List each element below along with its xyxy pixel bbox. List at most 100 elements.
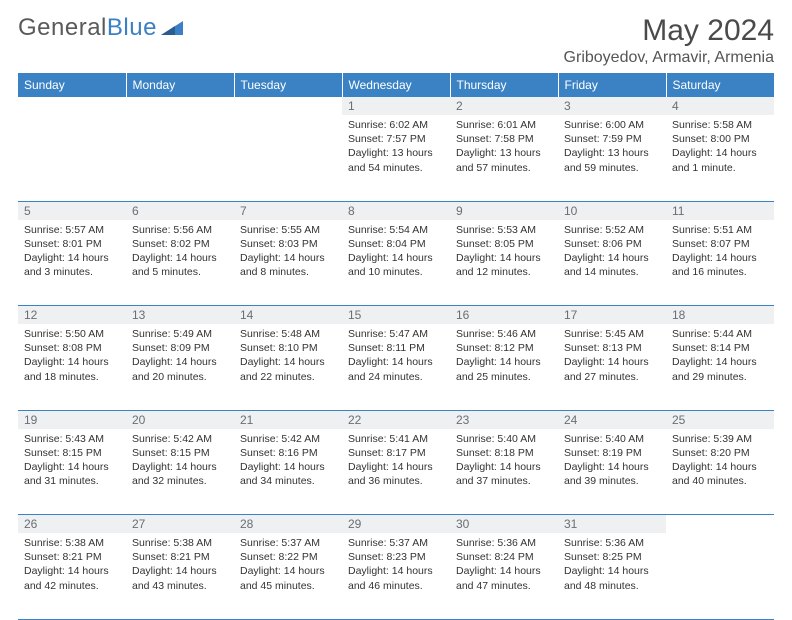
day-cell: Sunrise: 5:42 AMSunset: 8:16 PMDaylight:… [234,429,342,515]
logo-part1: General [18,14,107,41]
day-detail: Sunrise: 5:47 AMSunset: 8:11 PMDaylight:… [342,324,450,390]
day-number: 2 [450,97,558,115]
day-detail: Sunrise: 5:46 AMSunset: 8:12 PMDaylight:… [450,324,558,390]
day-cell: Sunrise: 5:58 AMSunset: 8:00 PMDaylight:… [666,115,774,201]
weekday-header: Sunday [18,73,126,97]
day-cell: Sunrise: 5:40 AMSunset: 8:18 PMDaylight:… [450,429,558,515]
calendar-table: SundayMondayTuesdayWednesdayThursdayFrid… [18,73,774,620]
day-cell: Sunrise: 5:38 AMSunset: 8:21 PMDaylight:… [126,533,234,619]
logo-triangle-icon [161,17,183,40]
day-number: 28 [234,515,342,534]
day-detail: Sunrise: 5:36 AMSunset: 8:24 PMDaylight:… [450,533,558,599]
day-detail: Sunrise: 5:38 AMSunset: 8:21 PMDaylight:… [18,533,126,599]
day-cell: Sunrise: 5:38 AMSunset: 8:21 PMDaylight:… [18,533,126,619]
day-detail: Sunrise: 5:44 AMSunset: 8:14 PMDaylight:… [666,324,774,390]
day-number: 26 [18,515,126,534]
day-cell: Sunrise: 5:56 AMSunset: 8:02 PMDaylight:… [126,220,234,306]
day-number: 10 [558,201,666,220]
weekday-header: Monday [126,73,234,97]
day-cell: Sunrise: 6:00 AMSunset: 7:59 PMDaylight:… [558,115,666,201]
day-number: 21 [234,410,342,429]
day-number: 29 [342,515,450,534]
day-number: 7 [234,201,342,220]
day-number [234,97,342,115]
day-cell: Sunrise: 5:54 AMSunset: 8:04 PMDaylight:… [342,220,450,306]
day-cell: Sunrise: 5:41 AMSunset: 8:17 PMDaylight:… [342,429,450,515]
day-number: 16 [450,306,558,325]
day-detail: Sunrise: 5:40 AMSunset: 8:19 PMDaylight:… [558,429,666,495]
day-number: 14 [234,306,342,325]
day-number-row: 567891011 [18,201,774,220]
day-cell: Sunrise: 5:39 AMSunset: 8:20 PMDaylight:… [666,429,774,515]
day-detail: Sunrise: 5:37 AMSunset: 8:22 PMDaylight:… [234,533,342,599]
day-cell: Sunrise: 5:47 AMSunset: 8:11 PMDaylight:… [342,324,450,410]
day-cell: Sunrise: 5:49 AMSunset: 8:09 PMDaylight:… [126,324,234,410]
day-number: 18 [666,306,774,325]
day-number: 4 [666,97,774,115]
day-cell: Sunrise: 5:55 AMSunset: 8:03 PMDaylight:… [234,220,342,306]
day-cell: Sunrise: 5:36 AMSunset: 8:25 PMDaylight:… [558,533,666,619]
day-number-row: 1234 [18,97,774,115]
day-detail: Sunrise: 5:42 AMSunset: 8:15 PMDaylight:… [126,429,234,495]
day-number: 19 [18,410,126,429]
day-detail: Sunrise: 5:48 AMSunset: 8:10 PMDaylight:… [234,324,342,390]
day-number: 22 [342,410,450,429]
day-cell [234,115,342,201]
day-number: 27 [126,515,234,534]
day-detail: Sunrise: 5:52 AMSunset: 8:06 PMDaylight:… [558,220,666,286]
day-detail: Sunrise: 5:57 AMSunset: 8:01 PMDaylight:… [18,220,126,286]
day-number: 15 [342,306,450,325]
day-cell: Sunrise: 5:40 AMSunset: 8:19 PMDaylight:… [558,429,666,515]
day-cell [18,115,126,201]
weekday-header: Friday [558,73,666,97]
day-content-row: Sunrise: 5:57 AMSunset: 8:01 PMDaylight:… [18,220,774,306]
weekday-header: Wednesday [342,73,450,97]
day-cell: Sunrise: 5:45 AMSunset: 8:13 PMDaylight:… [558,324,666,410]
day-number: 17 [558,306,666,325]
day-number: 9 [450,201,558,220]
day-cell [126,115,234,201]
day-cell: Sunrise: 5:44 AMSunset: 8:14 PMDaylight:… [666,324,774,410]
day-number [18,97,126,115]
day-detail: Sunrise: 5:56 AMSunset: 8:02 PMDaylight:… [126,220,234,286]
day-number: 8 [342,201,450,220]
day-cell: Sunrise: 6:02 AMSunset: 7:57 PMDaylight:… [342,115,450,201]
day-detail [666,533,774,542]
weekday-header-row: SundayMondayTuesdayWednesdayThursdayFrid… [18,73,774,97]
day-number: 5 [18,201,126,220]
day-cell: Sunrise: 5:36 AMSunset: 8:24 PMDaylight:… [450,533,558,619]
day-content-row: Sunrise: 5:43 AMSunset: 8:15 PMDaylight:… [18,429,774,515]
day-detail: Sunrise: 5:53 AMSunset: 8:05 PMDaylight:… [450,220,558,286]
logo-text: GeneralBlue [18,14,157,42]
day-detail: Sunrise: 6:01 AMSunset: 7:58 PMDaylight:… [450,115,558,181]
day-detail: Sunrise: 5:38 AMSunset: 8:21 PMDaylight:… [126,533,234,599]
day-cell: Sunrise: 5:53 AMSunset: 8:05 PMDaylight:… [450,220,558,306]
day-detail [18,115,126,124]
logo-part2: Blue [107,14,157,41]
day-cell [666,533,774,619]
day-content-row: Sunrise: 6:02 AMSunset: 7:57 PMDaylight:… [18,115,774,201]
day-number: 20 [126,410,234,429]
day-cell: Sunrise: 5:51 AMSunset: 8:07 PMDaylight:… [666,220,774,306]
day-cell: Sunrise: 5:43 AMSunset: 8:15 PMDaylight:… [18,429,126,515]
day-number: 3 [558,97,666,115]
day-number: 12 [18,306,126,325]
day-number: 6 [126,201,234,220]
day-content-row: Sunrise: 5:38 AMSunset: 8:21 PMDaylight:… [18,533,774,619]
day-detail: Sunrise: 5:50 AMSunset: 8:08 PMDaylight:… [18,324,126,390]
day-detail: Sunrise: 5:55 AMSunset: 8:03 PMDaylight:… [234,220,342,286]
day-detail: Sunrise: 5:41 AMSunset: 8:17 PMDaylight:… [342,429,450,495]
day-detail: Sunrise: 5:39 AMSunset: 8:20 PMDaylight:… [666,429,774,495]
weekday-header: Tuesday [234,73,342,97]
month-title: May 2024 [564,14,774,48]
day-cell: Sunrise: 5:37 AMSunset: 8:23 PMDaylight:… [342,533,450,619]
day-detail: Sunrise: 5:49 AMSunset: 8:09 PMDaylight:… [126,324,234,390]
day-number [126,97,234,115]
day-detail: Sunrise: 6:00 AMSunset: 7:59 PMDaylight:… [558,115,666,181]
weekday-header: Thursday [450,73,558,97]
day-cell: Sunrise: 5:50 AMSunset: 8:08 PMDaylight:… [18,324,126,410]
day-detail: Sunrise: 5:36 AMSunset: 8:25 PMDaylight:… [558,533,666,599]
day-number [666,515,774,534]
day-number-row: 19202122232425 [18,410,774,429]
day-detail: Sunrise: 5:45 AMSunset: 8:13 PMDaylight:… [558,324,666,390]
